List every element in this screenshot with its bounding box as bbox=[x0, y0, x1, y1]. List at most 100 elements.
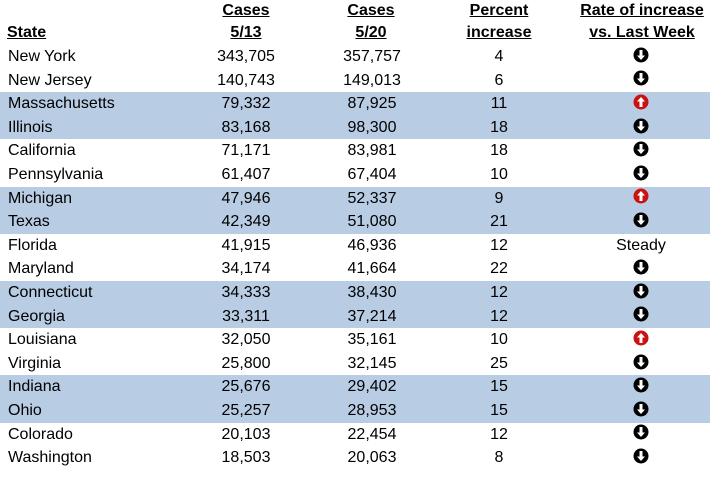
percent-increase: 9 bbox=[494, 189, 504, 207]
rate-of-increase bbox=[566, 446, 710, 470]
rate-of-increase bbox=[566, 139, 710, 163]
cases-5-20: 37,214 bbox=[347, 307, 397, 325]
rate-of-increase bbox=[566, 423, 710, 447]
cases-5-13: 25,676 bbox=[221, 378, 271, 396]
percent-increase: 8 bbox=[494, 449, 504, 467]
cases-5-13: 83,168 bbox=[221, 118, 271, 136]
cases-5-13: 47,946 bbox=[221, 189, 271, 207]
cases-5-13: 79,332 bbox=[221, 95, 271, 113]
arrow-down-circle-icon bbox=[633, 165, 649, 181]
rate-of-increase bbox=[566, 281, 710, 305]
percent-increase: 18 bbox=[490, 142, 508, 160]
percent-increase: 6 bbox=[494, 71, 504, 89]
arrow-up-circle-icon bbox=[633, 94, 649, 110]
state-name: Pennsylvania bbox=[8, 166, 104, 183]
cases-5-13: 20,103 bbox=[221, 425, 271, 443]
cases-5-13: 32,050 bbox=[221, 331, 271, 349]
cases-5-20: 51,080 bbox=[347, 213, 397, 231]
state-name: Ohio bbox=[8, 402, 42, 419]
state-name: Florida bbox=[8, 236, 57, 254]
header-state: State bbox=[7, 24, 47, 41]
cases-5-13: 42,349 bbox=[221, 213, 271, 231]
header-rate-of-increase: Rate of increase vs. Last Week bbox=[580, 2, 704, 41]
rate-of-increase bbox=[566, 116, 710, 140]
header-cases-5-13: Cases 5/13 bbox=[222, 2, 270, 41]
table-row: Pennsylvania 61,407 67,404 10 bbox=[0, 163, 710, 187]
arrow-down-circle-icon bbox=[633, 259, 649, 275]
state-name: Virginia bbox=[8, 354, 62, 372]
state-name: Indiana bbox=[8, 378, 61, 396]
percent-increase: 15 bbox=[490, 378, 508, 396]
cases-5-13: 140,743 bbox=[217, 71, 275, 89]
rate-of-increase bbox=[566, 163, 710, 187]
cases-5-20: 28,953 bbox=[347, 402, 397, 419]
table-row: Virginia 25,800 32,145 25 bbox=[0, 352, 710, 376]
cases-5-20: 87,925 bbox=[347, 95, 397, 113]
table-row: Texas 42,349 51,080 21 bbox=[0, 210, 710, 234]
cases-5-20: 52,337 bbox=[347, 189, 397, 207]
percent-increase: 12 bbox=[490, 284, 508, 301]
cases-5-20: 29,402 bbox=[347, 378, 397, 396]
table-row: Indiana 25,676 29,402 15 bbox=[0, 375, 710, 399]
table-row: Georgia 33,311 37,214 12 bbox=[0, 304, 710, 329]
percent-increase: 25 bbox=[490, 354, 508, 372]
cases-5-20: 32,145 bbox=[347, 354, 397, 372]
rate-of-increase bbox=[566, 399, 710, 423]
state-name: Connecticut bbox=[8, 284, 93, 301]
percent-increase: 15 bbox=[490, 402, 508, 419]
state-name: Georgia bbox=[8, 307, 65, 325]
rate-of-increase bbox=[566, 352, 710, 376]
header-cases-5-20: Cases 5/20 bbox=[347, 2, 395, 41]
header-percent-increase: Percent increase bbox=[466, 2, 532, 41]
table-row: Illinois 83,168 98,300 18 bbox=[0, 115, 710, 140]
state-name: Washington bbox=[8, 449, 92, 467]
arrow-down-circle-icon bbox=[633, 354, 649, 370]
arrow-up-circle-icon bbox=[633, 330, 649, 346]
rate-of-increase bbox=[566, 92, 710, 116]
cases-5-20: 357,757 bbox=[343, 48, 401, 65]
table-row: Colorado 20,103 22,454 12 bbox=[0, 423, 710, 447]
arrow-down-circle-icon bbox=[633, 118, 649, 134]
cases-5-13: 34,174 bbox=[221, 260, 271, 278]
rate-of-increase bbox=[566, 305, 710, 329]
table-row: Washington 18,503 20,063 8 bbox=[0, 446, 710, 470]
state-name: Texas bbox=[8, 213, 50, 231]
rate-of-increase bbox=[566, 187, 710, 211]
state-name: Colorado bbox=[8, 425, 73, 443]
cases-5-13: 25,800 bbox=[221, 354, 271, 372]
state-name: California bbox=[8, 142, 76, 160]
state-name: New Jersey bbox=[8, 71, 92, 89]
arrow-down-circle-icon bbox=[633, 424, 649, 440]
cases-5-20: 20,063 bbox=[347, 449, 397, 467]
arrow-down-circle-icon bbox=[633, 212, 649, 228]
table-row: California 71,171 83,981 18 bbox=[0, 139, 710, 163]
table-row: Maryland 34,174 41,664 22 bbox=[0, 257, 710, 281]
table-row: Louisiana 32,050 35,161 10 bbox=[0, 328, 710, 352]
percent-increase: 11 bbox=[490, 95, 508, 113]
percent-increase: 12 bbox=[490, 425, 508, 443]
cases-5-13: 71,171 bbox=[221, 142, 271, 160]
cases-5-13: 25,257 bbox=[221, 402, 271, 419]
arrow-down-circle-icon bbox=[633, 141, 649, 157]
percent-increase: 22 bbox=[490, 260, 508, 278]
arrow-down-circle-icon bbox=[633, 306, 649, 322]
rate-of-increase bbox=[566, 328, 710, 352]
arrow-down-circle-icon bbox=[633, 448, 649, 464]
table-row: New Jersey 140,743 149,013 6 bbox=[0, 69, 710, 93]
cases-5-20: 38,430 bbox=[347, 284, 397, 301]
table-row: Florida 41,915 46,936 12 Steady bbox=[0, 234, 710, 258]
state-name: Illinois bbox=[8, 118, 53, 136]
percent-increase: 21 bbox=[490, 213, 508, 231]
arrow-down-circle-icon bbox=[633, 283, 649, 299]
rate-of-increase bbox=[566, 257, 710, 281]
percent-increase: 10 bbox=[490, 331, 508, 349]
percent-increase: 4 bbox=[494, 48, 504, 65]
arrow-down-circle-icon bbox=[633, 377, 649, 393]
table-row: Connecticut 34,333 38,430 12 bbox=[0, 281, 710, 305]
arrow-down-circle-icon bbox=[633, 401, 649, 417]
cases-5-13: 18,503 bbox=[221, 449, 271, 467]
rate-of-increase bbox=[566, 69, 710, 93]
cases-5-20: 98,300 bbox=[347, 118, 397, 136]
state-name: Maryland bbox=[8, 260, 74, 278]
